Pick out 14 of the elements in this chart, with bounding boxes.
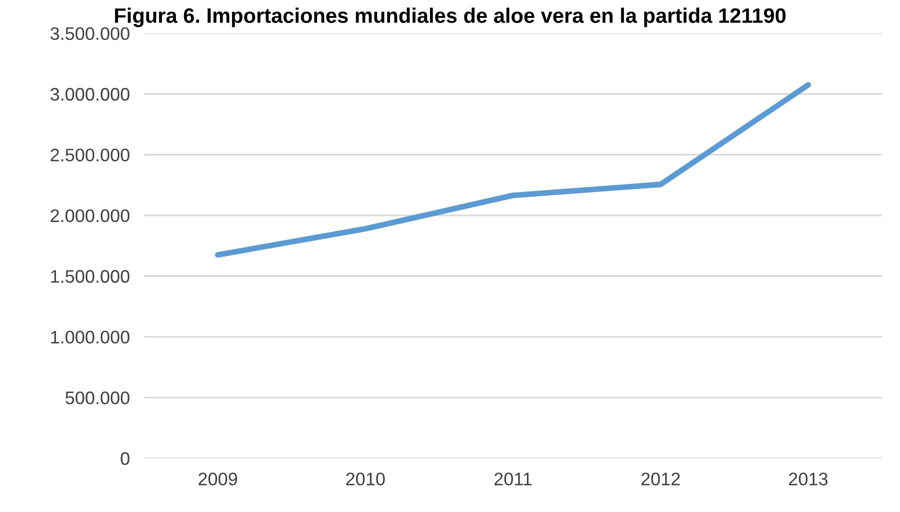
- y-tick-label: 2.500.000: [50, 148, 130, 162]
- y-tick-label: 2.000.000: [50, 209, 130, 222]
- y-tick-label: 500.000: [66, 391, 130, 404]
- x-tick-label: 2011: [494, 472, 532, 486]
- x-tick-label: 2012: [641, 472, 680, 486]
- x-tick-label: 2013: [789, 472, 828, 486]
- chart-title: Figura 6. Importaciones mundiales de aloe vera en la partida 121190: [115, 8, 786, 28]
- y-tick-label: 3.000.000: [50, 88, 130, 101]
- y-tick-label: 0: [120, 452, 130, 465]
- y-tick-label: 1.000.000: [51, 330, 130, 344]
- x-tick-label: 2009: [198, 472, 238, 486]
- y-tick-label: 3.500.000: [50, 27, 130, 40]
- x-tick-label: 2010: [346, 472, 385, 486]
- y-tick-label: 1.500.000: [51, 270, 130, 283]
